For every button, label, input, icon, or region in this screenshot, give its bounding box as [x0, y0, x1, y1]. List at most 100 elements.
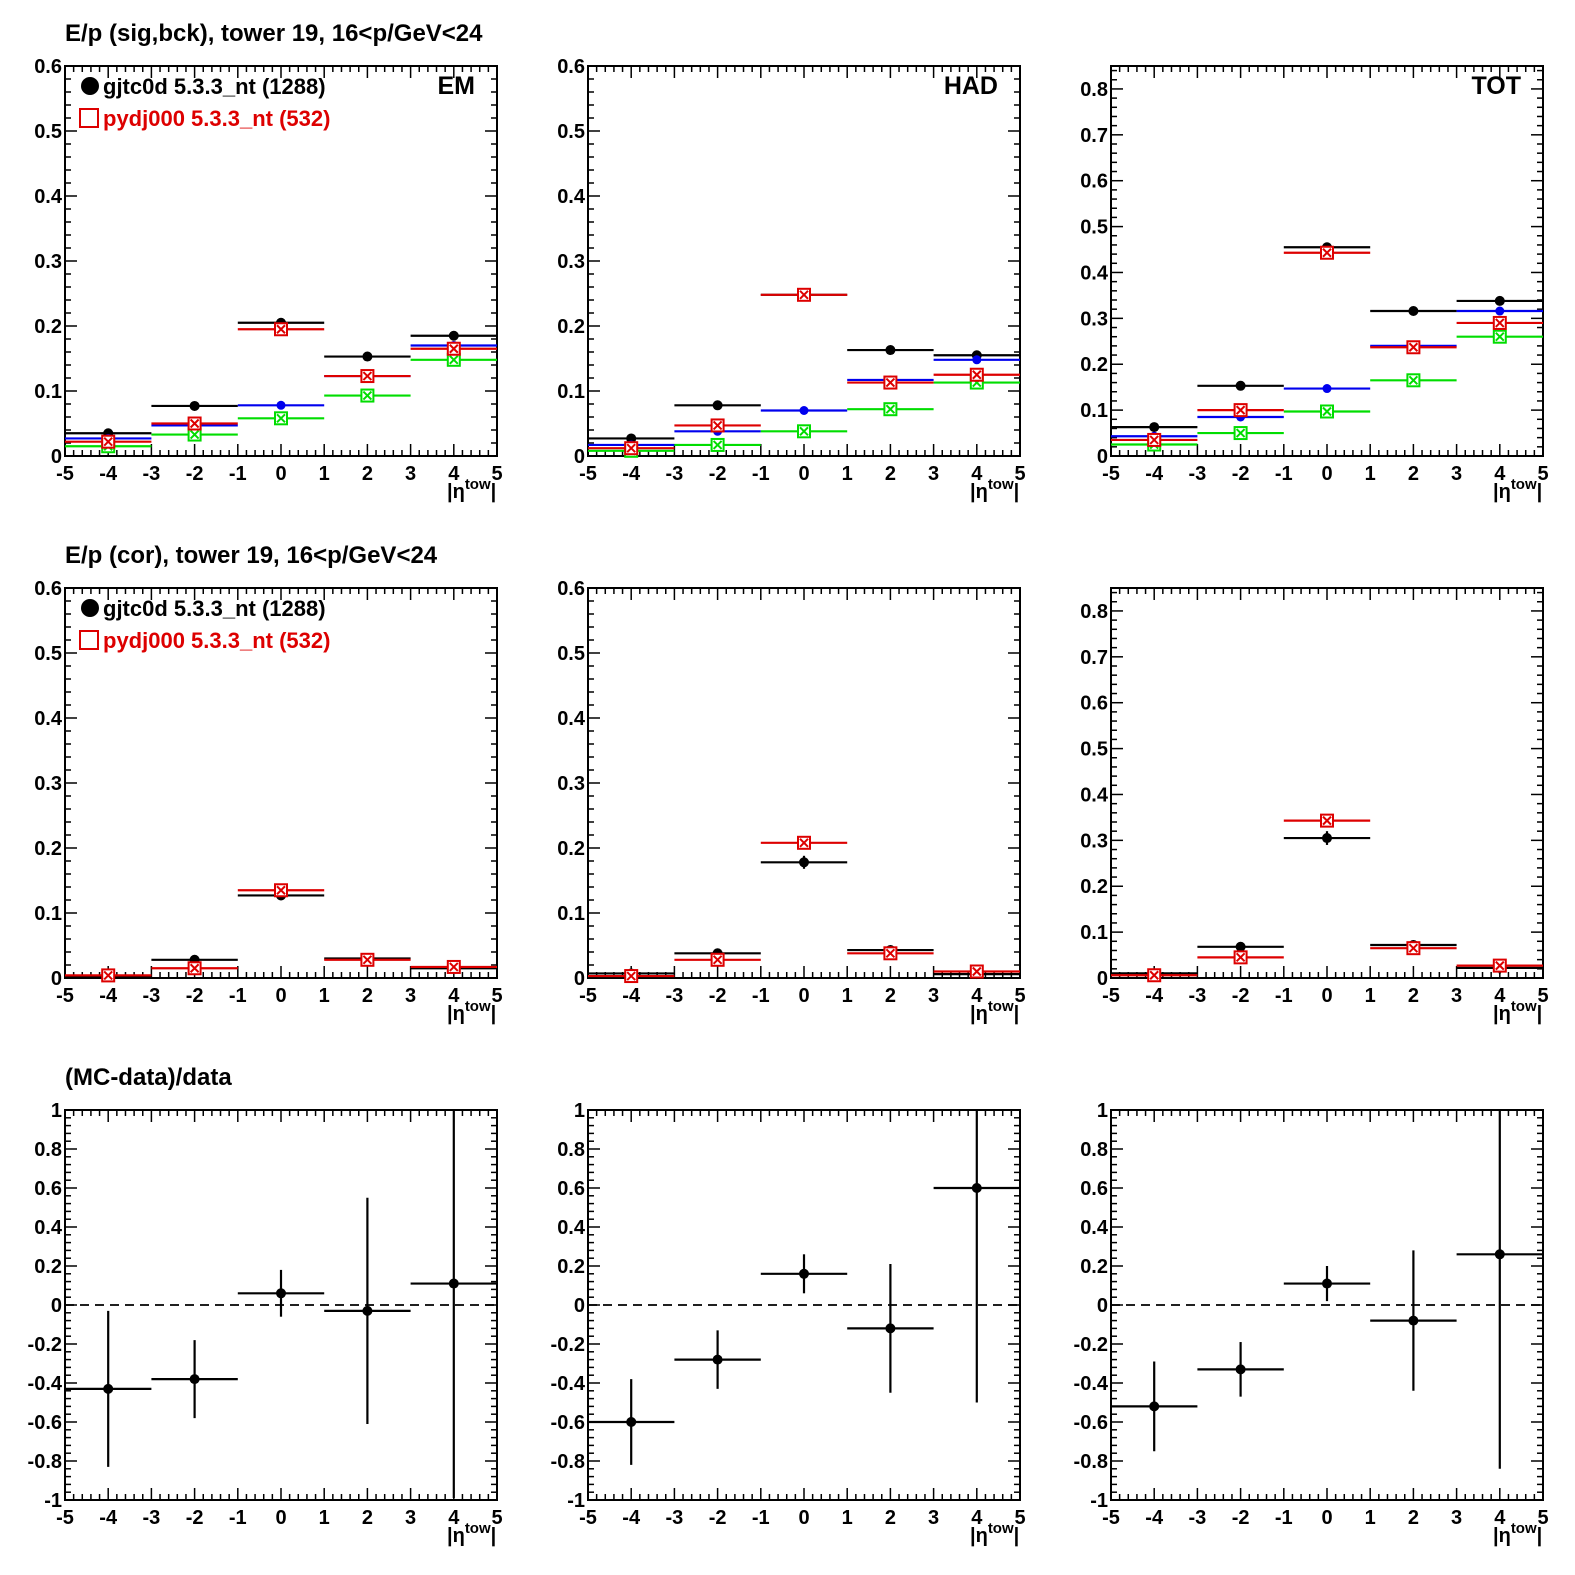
- x-tick-label: 3: [1451, 463, 1462, 485]
- x-tick-label: 4: [448, 1507, 460, 1529]
- x-tick-label: 0: [798, 1507, 809, 1529]
- data-point: [1322, 1278, 1332, 1289]
- y-tick-label: 0.3: [1080, 308, 1108, 330]
- y-tick-label: -0.4: [28, 1373, 63, 1395]
- y-tick-label: 0.8: [1080, 1139, 1108, 1161]
- y-tick-label: 0: [1097, 968, 1108, 990]
- y-tick-label: 1: [51, 1100, 62, 1122]
- x-tick-label: 4: [971, 985, 983, 1007]
- x-tick-label: 5: [1537, 463, 1548, 485]
- x-tick-label: -4: [1145, 985, 1164, 1007]
- y-tick-label: -0.2: [551, 1334, 585, 1356]
- data-point: [1149, 422, 1160, 433]
- x-tick-label: -3: [1189, 985, 1207, 1007]
- x-tick-label: -1: [229, 985, 247, 1007]
- y-tick-label: -0.8: [551, 1451, 585, 1473]
- data-point-cross: [189, 418, 200, 429]
- x-tick-label: -5: [579, 1507, 597, 1529]
- data-point-cross: [1235, 952, 1246, 963]
- y-tick-label: 0.4: [557, 186, 586, 208]
- data-point-cross: [362, 390, 373, 401]
- x-tick-label: 2: [362, 1507, 373, 1529]
- series-0: [588, 289, 1020, 444]
- y-tick-label: 0.5: [34, 121, 62, 143]
- y-tick-label: -0.4: [551, 1373, 586, 1395]
- y-tick-label: 0: [1097, 1295, 1108, 1317]
- series-3: [1111, 245, 1543, 447]
- data-point: [972, 355, 982, 365]
- x-tick-label: -2: [186, 463, 204, 485]
- y-tick-label: 0.4: [1080, 784, 1109, 806]
- series-1: [65, 341, 497, 443]
- data-point-cross: [276, 324, 286, 334]
- y-tick-label: 0.1: [1080, 922, 1108, 944]
- data-point-cross: [189, 429, 200, 440]
- data-point-cross: [1408, 375, 1419, 386]
- x-tick-label: 4: [1494, 985, 1506, 1007]
- x-axis-label: |ηtow|: [447, 998, 496, 1025]
- data-point: [712, 400, 723, 411]
- panel-had-ratio: -5 -4 -3 -2 -1 0 1 2 3 4 5 -1 -0.8 -0.6 -0.4 -0.2 0 0.2 0.…: [551, 1100, 1026, 1547]
- data-point: [448, 1278, 459, 1289]
- data-point-cross: [712, 955, 723, 965]
- data-point: [276, 400, 286, 410]
- x-tick-label: 4: [448, 463, 460, 485]
- x-tick-label: 3: [928, 1507, 939, 1529]
- data-point: [626, 433, 637, 444]
- data-point-cross: [362, 371, 373, 381]
- panel-label-tot: TOT: [1471, 72, 1521, 100]
- y-tick-label: 0.6: [1080, 693, 1108, 715]
- y-tick-label: 0.1: [1080, 400, 1108, 422]
- data-point: [1235, 1364, 1246, 1375]
- y-tick-label: 0.8: [557, 1139, 585, 1161]
- data-point-cross: [626, 971, 636, 981]
- x-tick-label: 2: [1408, 463, 1419, 485]
- series-3: [65, 322, 497, 449]
- y-tick-label: 0.2: [34, 1256, 62, 1278]
- x-tick-label: 2: [1408, 985, 1419, 1007]
- x-tick-label: -3: [143, 1507, 161, 1529]
- x-tick-label: -2: [186, 1507, 204, 1529]
- series-0: [588, 855, 1020, 980]
- x-tick-label: -5: [56, 463, 74, 485]
- data-point: [626, 1417, 637, 1427]
- series-3: [588, 287, 1020, 456]
- x-tick-label: 5: [1014, 463, 1025, 485]
- x-tick-label: -3: [666, 1507, 684, 1529]
- x-tick-label: 3: [1451, 985, 1462, 1007]
- y-tick-label: 0.2: [34, 838, 62, 860]
- y-tick-label: 0.6: [1080, 171, 1108, 193]
- panel-label-had: HAD: [944, 72, 998, 100]
- data-point-cross: [1322, 248, 1332, 258]
- y-tick-label: 0.6: [34, 1178, 62, 1200]
- series-0: [65, 1110, 497, 1499]
- x-tick-label: -1: [752, 1507, 770, 1529]
- x-tick-label: 2: [885, 985, 896, 1007]
- data-point: [189, 400, 200, 411]
- y-tick-label: 0.6: [557, 1178, 585, 1200]
- data-point: [971, 1183, 982, 1193]
- y-tick-label: 0.5: [34, 643, 62, 665]
- panel-label-em: EM: [438, 72, 476, 100]
- x-tick-label: 2: [885, 1507, 896, 1529]
- x-tick-label: 2: [362, 463, 373, 485]
- x-tick-label: -5: [1102, 1507, 1120, 1529]
- data-point: [362, 351, 373, 362]
- series-0: [1111, 1110, 1543, 1469]
- y-tick-label: -0.2: [1074, 1334, 1108, 1356]
- x-tick-label: 5: [1537, 985, 1548, 1007]
- y-tick-label: 0: [574, 446, 585, 468]
- plot-frame: [587, 587, 1021, 979]
- data-point-cross: [276, 413, 286, 424]
- plot-frame: [587, 65, 1021, 457]
- x-tick-label: -4: [622, 985, 641, 1007]
- x-tick-label: 5: [1014, 1507, 1025, 1529]
- x-tick-label: -5: [1102, 463, 1120, 485]
- panel-tot: -5 -4 -3 -2 -1 0 1 2 3 4 5 0 0.1 0.2 0.3 0.4 0.5 0.6 0.7 0.…: [1080, 65, 1549, 503]
- x-tick-label: -2: [709, 463, 727, 485]
- panel-tot-cor: -5 -4 -3 -2 -1 0 1 2 3 4 5 0 0.1 0.2 0.3 0.4 0.5 0.6 0.7 0.…: [1080, 587, 1549, 1025]
- panel-em-cor: -5 -4 -3 -2 -1 0 1 2 3 4 5 0 0.1 0.2 0.3 0.4 0.5 0.6 |ηtow…: [34, 578, 502, 1025]
- x-tick-label: 4: [971, 1507, 983, 1529]
- x-tick-label: -5: [56, 1507, 74, 1529]
- x-tick-label: 0: [798, 463, 809, 485]
